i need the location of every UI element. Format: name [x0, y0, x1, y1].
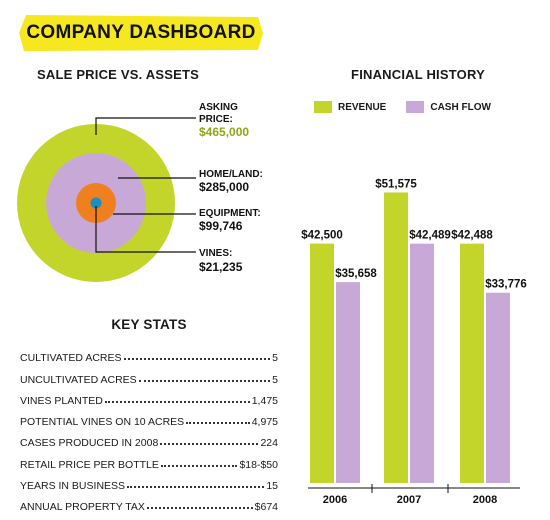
stat-leader-dots — [104, 400, 250, 403]
stat-leader-dots — [138, 379, 271, 382]
bar-cash-flow-2006 — [336, 282, 360, 483]
data-label-revenue-2008: $42,488 — [451, 230, 493, 242]
bar-cash-flow-2007 — [410, 243, 434, 483]
stat-row: CULTIVATED ACRES 5 — [20, 343, 278, 364]
stat-value: $18-$50 — [239, 458, 278, 471]
stat-label: ANNUAL PROPERTY TAX — [20, 501, 145, 514]
stat-label: VINES PLANTED — [20, 394, 103, 407]
stat-value: 1,475 — [251, 394, 278, 407]
data-label-cash-flow-2007: $42,489 — [409, 230, 451, 242]
chart-title: FINANCIAL HISTORY — [351, 67, 485, 82]
stat-leader-dots — [146, 507, 253, 510]
asking-label-1: ASKING — [199, 102, 238, 113]
home-value: $285,000 — [199, 180, 249, 194]
stat-leader-dots — [186, 422, 250, 425]
dashboard-title: COMPANY DASHBOARD — [26, 22, 256, 43]
stat-row: UNCULTIVATED ACRES 5 — [20, 364, 278, 386]
stat-row: ANNUAL PROPERTY TAX $674 — [20, 492, 278, 513]
stats-title: KEY STATS — [111, 317, 187, 332]
stat-leader-dots — [123, 358, 271, 361]
stat-leader-dots — [160, 464, 238, 467]
leader-asking — [95, 117, 196, 135]
asking-value: $465,000 — [199, 125, 249, 139]
stat-label: CULTIVATED ACRES — [20, 352, 122, 365]
stat-row: POTENTIAL VINES ON 10 ACRES 4,975 — [20, 407, 278, 428]
stat-row: RETAIL PRICE PER BOTTLE $18-$50 — [20, 449, 278, 471]
key-stats-list: CULTIVATED ACRES 5 UNCULTIVATED ACRES 5 VI… — [20, 343, 278, 513]
x-tick-label-2008: 2008 — [473, 494, 497, 506]
chart-legend: REVENUE CASH FLOW — [314, 101, 491, 113]
bar-revenue-2007 — [384, 192, 408, 484]
stat-value: 224 — [260, 437, 278, 450]
data-label-revenue-2006: $42,500 — [301, 230, 343, 242]
legend-label-revenue: REVENUE — [338, 101, 387, 113]
stat-label: CASES PRODUCED IN 2008 — [20, 437, 159, 450]
equipment-value: $99,746 — [199, 219, 243, 233]
asking-label-2: PRICE: — [199, 114, 233, 125]
stat-value: 4,975 — [251, 416, 278, 429]
legend-label-cashflow: CASH FLOW — [430, 101, 491, 113]
stat-row: VINES PLANTED 1,475 — [20, 386, 278, 407]
vines-dot — [90, 197, 102, 209]
vines-value: $21,235 — [199, 260, 243, 274]
x-tick-label-2007: 2007 — [397, 494, 421, 506]
bar-revenue-2008 — [460, 243, 484, 483]
stat-leader-dots — [127, 486, 265, 489]
stat-value: 5 — [272, 373, 278, 386]
financial-history-chart: $42,500 $35,658 2006 $51,575 $42,489 2007 $42,… — [301, 178, 527, 506]
data-label-cash-flow-2008: $33,776 — [485, 279, 527, 291]
leader-vines — [95, 206, 196, 253]
sale-price-target: ASKING PRICE: $465,000 HOME/LAND: $285,0… — [17, 102, 263, 282]
stat-value: $674 — [254, 501, 278, 514]
equipment-label: EQUIPMENT: — [199, 208, 261, 219]
home-label: HOME/LAND: — [199, 169, 263, 180]
vines-label: VINES: — [199, 248, 232, 259]
x-tick-label-2006: 2006 — [323, 494, 347, 506]
donut-title: SALE PRICE VS. ASSETS — [37, 67, 199, 82]
header-banner — [19, 15, 263, 51]
stat-label: YEARS IN BUSINESS — [20, 480, 126, 493]
data-label-cash-flow-2006: $35,658 — [335, 268, 377, 280]
stat-leader-dots — [160, 443, 259, 446]
stat-label: POTENTIAL VINES ON 10 ACRES — [20, 416, 185, 429]
stat-label: UNCULTIVATED ACRES — [20, 373, 137, 386]
stat-row: YEARS IN BUSINESS 15 — [20, 471, 278, 492]
bar-cash-flow-2008 — [486, 292, 510, 483]
stat-label: RETAIL PRICE PER BOTTLE — [20, 458, 159, 471]
stat-value: 15 — [266, 480, 278, 493]
data-label-revenue-2007: $51,575 — [375, 178, 417, 190]
legend-swatch-cashflow — [406, 101, 425, 113]
bar-revenue-2006 — [310, 243, 334, 483]
stat-row: CASES PRODUCED IN 2008 224 — [20, 428, 278, 449]
legend-swatch-revenue — [314, 101, 332, 113]
stat-value: 5 — [272, 352, 278, 365]
